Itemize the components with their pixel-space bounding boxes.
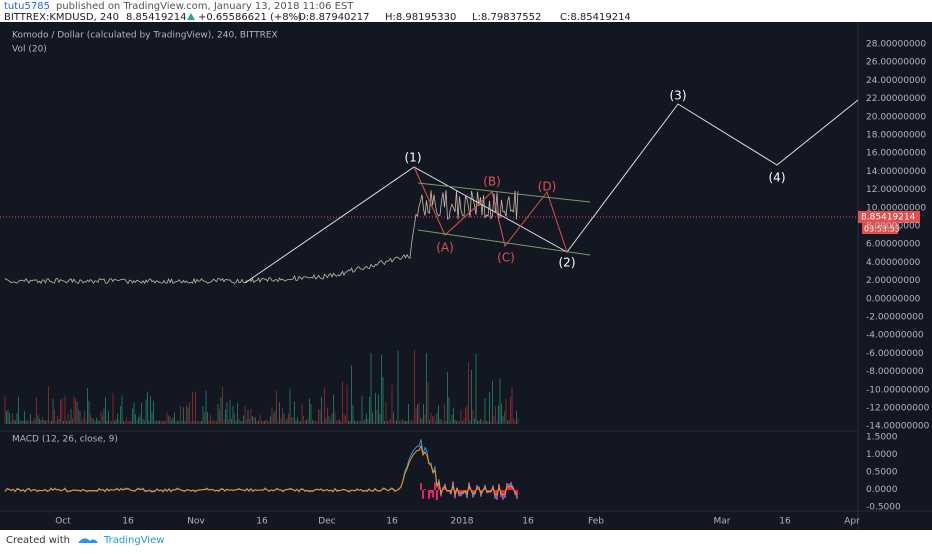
time-axis-label: Nov — [187, 517, 205, 527]
time-axis-label: Mar — [714, 517, 731, 527]
legend-volume: Vol (20) — [12, 45, 47, 55]
footer-brand[interactable]: TradingView — [103, 535, 164, 546]
footer-bar — [0, 530, 932, 550]
wave-label: (2) — [559, 256, 576, 270]
correction-line — [413, 166, 568, 253]
macd-axis-label: 0.5000 — [866, 468, 898, 478]
price-axis-label: 12.00000000 — [866, 185, 926, 195]
price-tag — [858, 211, 920, 223]
price-trace — [4, 190, 519, 285]
time-axis-label: 16 — [779, 517, 791, 527]
author[interactable]: tutu5785 — [4, 1, 50, 12]
last: 8.85419214 — [126, 12, 186, 23]
low: L:8.79837552 — [472, 12, 541, 23]
price-axis-label: 8.00000000 — [866, 222, 921, 232]
legend-main: Komodo / Dollar (calculated by TradingVi… — [12, 31, 278, 41]
time-axis-label: Oct — [55, 517, 71, 527]
footer-created: Created with — [6, 535, 70, 546]
close: C:8.85419214 — [560, 12, 631, 23]
signal-line — [4, 444, 518, 496]
legend-macd: MACD (12, 26, close, 9) — [12, 435, 118, 445]
time-axis-label: 16 — [256, 517, 268, 527]
up-arrow — [187, 13, 195, 20]
countdown: 03:53:53 — [864, 225, 900, 234]
wave-line — [244, 99, 859, 284]
change: +0.65586621 (+8%) — [198, 12, 302, 23]
price-axis-label: 16.00000000 — [866, 149, 926, 159]
chart-area — [0, 22, 932, 530]
price-axis-label: 2.00000000 — [866, 276, 921, 286]
price-axis-label: -8.00000000 — [866, 367, 924, 377]
wave-label: (C) — [497, 251, 515, 265]
macd-axis-label: 1.0000 — [866, 450, 898, 460]
price-axis-label: -12.00000000 — [866, 404, 930, 414]
time-axis-label: 16 — [122, 517, 134, 527]
symbol: BITTREX:KMDUSD, 240 — [4, 12, 119, 23]
wave-label: (1) — [405, 151, 422, 165]
time-axis-label: 2018 — [451, 517, 474, 527]
price-axis-label: 28.00000000 — [866, 40, 926, 50]
time-axis-label: 16 — [522, 517, 534, 527]
wave-label: (3) — [670, 89, 687, 103]
wave-label: (4) — [769, 171, 786, 185]
price-axis-label: -6.00000000 — [866, 349, 924, 359]
price-axis-label: 26.00000000 — [866, 58, 926, 68]
price-axis-label: 4.00000000 — [866, 258, 921, 268]
countdown-tag — [862, 223, 898, 234]
macd-axis-label: -0.5000 — [866, 503, 901, 513]
macd-axis-label: 0.0000 — [866, 485, 898, 495]
channel-top — [417, 182, 591, 203]
price-tag-text: 8.85419214 — [861, 213, 916, 223]
published: published on TradingView.com, January 13… — [56, 1, 354, 12]
macd-axis-label: 1.5000 — [866, 433, 898, 443]
wave-label: (A) — [436, 241, 454, 255]
price-axis-label: -2.00000000 — [866, 313, 924, 323]
price-axis-label: 10.00000000 — [866, 203, 926, 213]
wave-label: (B) — [483, 175, 501, 189]
wave-label: (D) — [538, 180, 557, 194]
price-axis-label: -14.00000000 — [866, 422, 930, 432]
header-bar — [0, 0, 932, 22]
high: H:8.98195330 — [385, 12, 456, 23]
price-axis-label: -10.00000000 — [866, 385, 930, 395]
price-axis-label: 20.00000000 — [866, 112, 926, 122]
tv-logo — [78, 538, 98, 543]
price-axis-label: 14.00000000 — [866, 167, 926, 177]
price-axis-label: 18.00000000 — [866, 131, 926, 141]
price-axis-label: 22.00000000 — [866, 94, 926, 104]
price-axis-label: -4.00000000 — [866, 331, 924, 341]
price-axis-label: 6.00000000 — [866, 240, 921, 250]
time-axis-label: 16 — [386, 517, 398, 527]
channel-bottom — [417, 229, 591, 256]
price-axis-label: 0.00000000 — [866, 294, 921, 304]
price-axis-label: 24.00000000 — [866, 76, 926, 86]
time-axis-label: Dec — [318, 517, 335, 527]
time-axis-label: Feb — [588, 517, 604, 527]
time-axis-label: Apr — [844, 517, 860, 527]
open: O:8.87940217 — [298, 12, 370, 23]
